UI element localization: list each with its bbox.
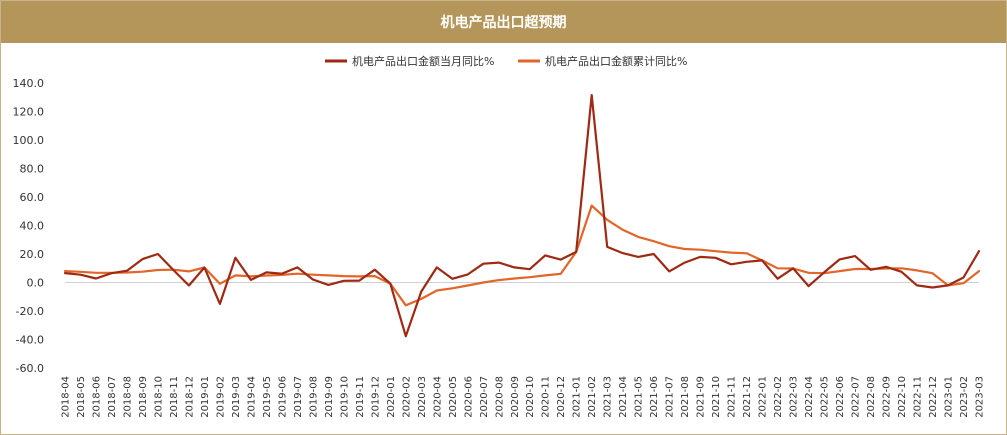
y-tick-label: 0.0	[27, 277, 45, 290]
x-tick-label: 2020-04	[432, 376, 443, 418]
x-tick-label: 2022-11	[913, 376, 924, 418]
x-tick-label: 2021-07	[665, 376, 676, 418]
x-tick-label: 2018-12	[184, 376, 195, 418]
x-tick-label: 2020-01	[386, 376, 397, 418]
x-tick-label: 2019-06	[277, 376, 288, 418]
y-axis: -60.0 -40.0 -20.0 0.0 20.0 40.0 60.0 80.0 100.0 1…	[13, 77, 45, 375]
legend-label-0: 机电产品出口金额当月同比%	[352, 54, 494, 68]
x-tick-label: 2018-06	[91, 376, 102, 418]
x-tick-label: 2020-07	[479, 376, 490, 418]
legend-label-1: 机电产品出口金额累计同比%	[545, 54, 687, 68]
x-tick-label: 2022-06	[835, 376, 846, 418]
x-tick-label: 2022-01	[758, 376, 769, 418]
x-tick-label: 2023-01	[944, 376, 955, 418]
x-tick-label: 2020-05	[448, 376, 459, 418]
y-tick-label: 60.0	[20, 191, 45, 204]
x-tick-label: 2019-07	[293, 376, 304, 418]
x-tick-label: 2023-02	[959, 376, 970, 418]
x-tick-label: 2020-12	[556, 376, 567, 418]
legend: 机电产品出口金额当月同比% 机电产品出口金额累计同比%	[325, 54, 687, 68]
x-tick-label: 2020-06	[463, 376, 474, 418]
x-tick-label: 2018-04	[61, 376, 72, 418]
plot-area	[63, 93, 981, 338]
x-tick-label: 2019-10	[339, 376, 350, 418]
y-tick-label: -20.0	[16, 305, 44, 318]
y-tick-label: 140.0	[13, 77, 45, 90]
x-axis: 2018-04 2018-05 2018-06 2018-07 2018-08 2018-…	[61, 376, 986, 418]
x-tick-label: 2018-08	[122, 376, 133, 418]
x-tick-label: 2019-05	[262, 376, 273, 418]
y-tick-label: -60.0	[16, 362, 44, 375]
x-tick-label: 2021-01	[572, 376, 583, 418]
x-tick-label: 2021-05	[634, 376, 645, 418]
x-tick-label: 2020-02	[401, 376, 412, 418]
x-tick-label: 2021-02	[587, 376, 598, 418]
y-tick-label: 20.0	[20, 248, 45, 261]
x-tick-label: 2020-09	[510, 376, 521, 418]
x-tick-label: 2022-05	[820, 376, 831, 418]
x-tick-label: 2022-08	[866, 376, 877, 418]
x-tick-label: 2019-09	[324, 376, 335, 418]
x-tick-label: 2018-05	[76, 376, 87, 418]
x-tick-label: 2021-08	[680, 376, 691, 418]
y-tick-label: 80.0	[20, 163, 45, 176]
x-tick-label: 2019-12	[370, 376, 381, 418]
x-tick-label: 2022-10	[897, 376, 908, 418]
x-tick-label: 2022-12	[928, 376, 939, 418]
x-tick-label: 2020-10	[525, 376, 536, 418]
x-tick-label: 2020-08	[494, 376, 505, 418]
x-tick-label: 2021-12	[742, 376, 753, 418]
x-tick-label: 2020-11	[541, 376, 552, 418]
x-tick-label: 2021-06	[649, 376, 660, 418]
x-tick-label: 2021-10	[711, 376, 722, 418]
series-line-1	[63, 204, 981, 307]
x-tick-label: 2021-11	[727, 376, 738, 418]
x-tick-label: 2018-09	[138, 376, 149, 418]
x-tick-label: 2018-07	[107, 376, 118, 418]
series-line-0	[63, 93, 981, 338]
title-bar: 机电产品出口超预期	[1, 1, 1006, 43]
x-tick-label: 2019-01	[200, 376, 211, 418]
x-tick-label: 2019-03	[231, 376, 242, 418]
x-tick-label: 2023-03	[975, 376, 986, 418]
x-tick-label: 2022-04	[804, 376, 815, 418]
y-tick-label: -40.0	[16, 334, 44, 347]
x-tick-label: 2019-08	[308, 376, 319, 418]
x-tick-label: 2020-03	[417, 376, 428, 418]
x-tick-label: 2021-04	[618, 376, 629, 418]
x-tick-label: 2019-11	[355, 376, 366, 418]
x-tick-label: 2022-07	[851, 376, 862, 418]
x-tick-label: 2022-09	[882, 376, 893, 418]
y-tick-label: 100.0	[13, 134, 45, 147]
x-tick-label: 2019-04	[246, 376, 257, 418]
x-tick-label: 2022-02	[773, 376, 784, 418]
x-tick-label: 2018-11	[169, 376, 180, 418]
y-tick-label: 120.0	[13, 106, 45, 119]
x-tick-label: 2021-09	[696, 376, 707, 418]
y-tick-label: 40.0	[20, 220, 45, 233]
chart-title: 机电产品出口超预期	[440, 15, 567, 31]
x-tick-label: 2022-03	[789, 376, 800, 418]
x-tick-label: 2018-10	[153, 376, 164, 418]
x-tick-label: 2021-03	[603, 376, 614, 418]
x-tick-label: 2019-02	[215, 376, 226, 418]
